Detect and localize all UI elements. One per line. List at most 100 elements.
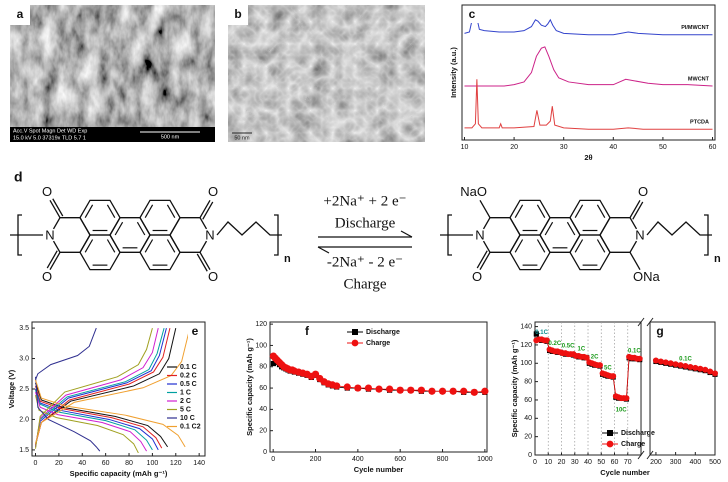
bracket (447, 214, 452, 256)
x-tick-label: 80 (125, 460, 133, 467)
label-box (465, 7, 479, 23)
series-line (35, 327, 153, 449)
ring (139, 234, 181, 271)
atom-label: N (45, 227, 54, 242)
ring (509, 199, 551, 236)
x-tick-label: 60 (102, 460, 110, 467)
marker (481, 387, 489, 395)
x-tick-label: 0 (271, 456, 275, 463)
ring (569, 199, 611, 236)
inner-bond (574, 204, 584, 218)
y-tick-label: 100 (255, 342, 267, 349)
marker (682, 363, 689, 370)
rate-label: 0.1C (535, 330, 548, 336)
rate-label: 2C (591, 355, 599, 361)
rate-label: 5C (604, 366, 612, 372)
marker (712, 370, 718, 377)
inner-bond (144, 239, 154, 253)
bond (629, 200, 641, 219)
legend-label: 5 C (180, 406, 191, 413)
inner-bond (544, 221, 554, 236)
legend-label: 1 C (180, 389, 191, 396)
y-tick-label: 60 (524, 397, 532, 404)
y-tick-label: 80 (259, 364, 267, 371)
legend-label: Charge (621, 441, 645, 448)
y-tick-label: 120 (255, 321, 267, 328)
atom-bg (43, 228, 57, 242)
legend-label: Discharge (621, 430, 655, 437)
marker (652, 357, 659, 364)
series-line (35, 376, 101, 452)
alkyl-chain (646, 221, 712, 236)
marker (543, 337, 550, 344)
axis-break (646, 317, 654, 327)
inner-bond (106, 239, 116, 253)
x-tick-label: 30 (560, 144, 568, 151)
series-line (35, 327, 167, 447)
x-tick-label: 600 (394, 456, 406, 463)
atom-label: ONa (633, 269, 661, 284)
rate-label: 10C (616, 408, 628, 414)
marker (623, 395, 630, 402)
series-line (35, 390, 153, 451)
inner-bond (114, 221, 124, 236)
x-tick-label: 800 (437, 456, 449, 463)
label-box (10, 5, 30, 25)
series-line (35, 394, 139, 454)
series-line (35, 327, 97, 381)
series-line (35, 327, 191, 444)
x-tick-label: 50 (659, 144, 667, 151)
rate-label: 0.2C (549, 341, 562, 347)
double-bond (52, 198, 64, 217)
series-line (464, 46, 713, 87)
repeat-label: n (284, 253, 291, 265)
legend-label: 0.1 C2 (180, 423, 201, 430)
inner-bond (536, 239, 546, 253)
marker (657, 358, 664, 365)
y-axis-label: Intensity (a.u.) (449, 47, 458, 98)
marker (672, 361, 679, 368)
x-tick-label: 40 (584, 459, 592, 466)
plot-frame (269, 321, 488, 453)
repeat-label: n (714, 253, 721, 265)
bond (199, 200, 211, 219)
bond (629, 251, 641, 270)
ring (139, 199, 181, 236)
double-bond (632, 201, 644, 220)
info-bar (10, 127, 215, 142)
atom-label: O (42, 184, 52, 199)
inner-bond (574, 239, 584, 253)
panel-label: e (192, 324, 199, 338)
panel-label: a (17, 7, 24, 21)
scale-text: 50 nm (234, 135, 250, 141)
y-axis-label: Specific capacity (mAh g⁻¹) (245, 338, 254, 436)
panel-label: d (14, 169, 23, 185)
x-tick-label: 20 (558, 459, 566, 466)
marker (662, 359, 669, 366)
marker (438, 387, 447, 395)
y-tick-label: 100 (520, 360, 532, 367)
info-text: Acc.V Spot Magn Det WD Exp (13, 128, 87, 134)
plot-frame (649, 321, 716, 456)
y-tick-label: 60 (259, 385, 267, 392)
rate-label: 1C (578, 346, 586, 352)
reaction-label: Charge (343, 276, 386, 292)
rate-label: 0.5C (562, 344, 575, 350)
inner-bond (106, 204, 116, 218)
bracket (704, 214, 709, 256)
x-axis-label: Cycle number (354, 465, 404, 474)
marker (333, 382, 341, 390)
marker (354, 384, 362, 392)
y-tick-label: 0 (263, 449, 267, 456)
x-axis-label: Specific capacity (mAh g⁻¹) (70, 469, 168, 478)
axis-break (637, 450, 645, 460)
atom-label: O (208, 269, 218, 284)
x-axis-label: 2θ (584, 153, 592, 162)
x-tick-label: 10 (544, 459, 552, 466)
x-tick-label: 400 (689, 459, 701, 466)
ring (569, 234, 611, 271)
rate-label: 0.1C (628, 348, 641, 354)
atom-label: O (472, 269, 482, 284)
marker (470, 388, 478, 396)
